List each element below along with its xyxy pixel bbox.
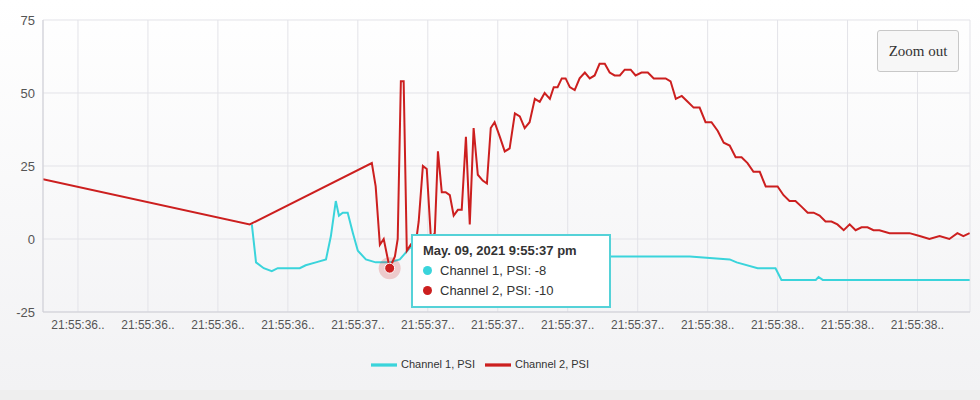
svg-text:21:55:37..: 21:55:37.. (401, 318, 454, 332)
svg-text:21:55:36..: 21:55:36.. (261, 318, 314, 332)
svg-text:21:55:38..: 21:55:38.. (751, 318, 804, 332)
svg-text:75: 75 (21, 13, 35, 28)
html-text:May. 09, 2021 9:55:37 pm: May. 09, 2021 9:55:37 pm (423, 243, 577, 258)
html-text:Channel 2, PSI: Channel 2, PSI (515, 357, 589, 370)
svg-text:21:55:36..: 21:55:36.. (51, 318, 104, 332)
html-text:Channel 1, PSI: -8: Channel 1, PSI: -8 (440, 263, 547, 278)
svg-text:21:55:38..: 21:55:38.. (681, 318, 734, 332)
html-text:Channel 1, PSI: Channel 1, PSI (401, 357, 475, 370)
svg-text:-25: -25 (16, 305, 35, 320)
svg-text:0: 0 (28, 232, 35, 247)
svg-text:21:55:36..: 21:55:36.. (191, 318, 244, 332)
svg-text:21:55:38..: 21:55:38.. (821, 318, 874, 332)
svg-text:21:55:37..: 21:55:37.. (331, 318, 384, 332)
svg-text:21:55:37..: 21:55:37.. (611, 318, 664, 332)
html-text:Channel 2, PSI: -10: Channel 2, PSI: -10 (440, 283, 554, 298)
svg-text:50: 50 (21, 86, 35, 101)
svg-text:21:55:38..: 21:55:38.. (891, 318, 944, 332)
svg-text:21:55:37..: 21:55:37.. (541, 318, 594, 332)
svg-text:21:55:37..: 21:55:37.. (471, 318, 524, 332)
svg-text:25: 25 (21, 159, 35, 174)
svg-text:21:55:36..: 21:55:36.. (121, 318, 174, 332)
html-text:Zoom out: Zoom out (888, 42, 948, 59)
